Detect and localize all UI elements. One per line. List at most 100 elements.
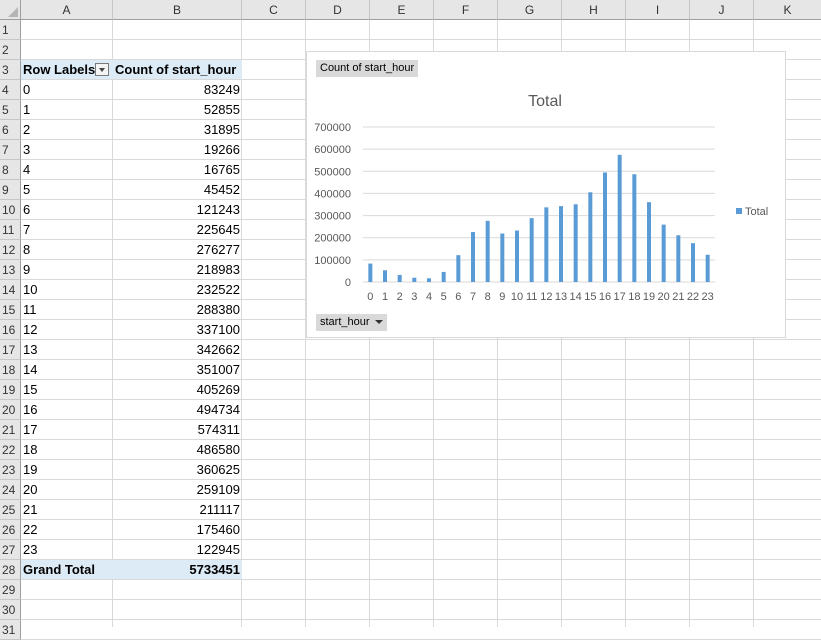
- column-header-i[interactable]: I: [626, 0, 690, 20]
- pivot-row-label[interactable]: 22: [23, 522, 38, 537]
- pivot-row-label[interactable]: 13: [23, 342, 38, 357]
- row-header-2[interactable]: 2: [0, 40, 21, 60]
- pivot-row-label[interactable]: 2: [23, 122, 31, 137]
- pivot-chart[interactable]: Total 0 100000 200000 300000 400000 500000 6000…: [306, 51, 786, 338]
- pivot-row-label[interactable]: 21: [23, 502, 38, 517]
- pivot-row-value[interactable]: 225645: [196, 222, 240, 237]
- pivot-row-label[interactable]: 1: [23, 102, 31, 117]
- pivot-row-label[interactable]: 12: [23, 322, 38, 337]
- pivot-row-value[interactable]: 211117: [199, 502, 241, 517]
- row-header-18[interactable]: 18: [0, 360, 21, 380]
- pivot-row-label[interactable]: 5: [23, 182, 31, 197]
- row-header-8[interactable]: 8: [0, 160, 21, 180]
- column-header-h[interactable]: H: [562, 0, 626, 20]
- grand-total-label[interactable]: Grand Total: [23, 562, 95, 577]
- column-header-d[interactable]: D: [306, 0, 370, 20]
- pivot-row-value[interactable]: 342662: [196, 342, 240, 357]
- pivot-row-value[interactable]: 494734: [196, 402, 240, 417]
- column-header-e[interactable]: E: [370, 0, 434, 20]
- pivot-row-value[interactable]: 83249: [203, 82, 240, 97]
- row-header-5[interactable]: 5: [0, 100, 21, 120]
- pivot-row-label[interactable]: 3: [23, 142, 31, 157]
- pivot-row-label[interactable]: 4: [23, 162, 31, 177]
- row-header-6[interactable]: 6: [0, 120, 21, 140]
- row-header-11[interactable]: 11: [0, 220, 21, 240]
- bar-5: [441, 271, 446, 282]
- row-header-12[interactable]: 12: [0, 240, 21, 260]
- pivot-row-value[interactable]: 337100: [196, 322, 240, 337]
- column-header-g[interactable]: G: [498, 0, 562, 20]
- select-all-corner[interactable]: [0, 0, 21, 20]
- pivot-row-value[interactable]: 574311: [197, 422, 240, 437]
- row-header-19[interactable]: 19: [0, 380, 21, 400]
- pivot-row-label[interactable]: 8: [23, 242, 31, 257]
- row-header-17[interactable]: 17: [0, 340, 21, 360]
- pivot-row-value[interactable]: 16765: [203, 162, 240, 177]
- pivot-row-value[interactable]: 121243: [196, 202, 240, 217]
- row-labels-filter-button[interactable]: [95, 63, 109, 76]
- row-header-16[interactable]: 16: [0, 320, 21, 340]
- pivot-row-label[interactable]: 10: [23, 282, 38, 297]
- pivot-row-value[interactable]: 351007: [196, 362, 240, 377]
- pivot-row-value[interactable]: 52855: [203, 102, 240, 117]
- column-header-b[interactable]: B: [113, 0, 242, 20]
- axis-field-button[interactable]: start_hour: [316, 314, 387, 331]
- row-header-26[interactable]: 26: [0, 520, 21, 540]
- row-header-28[interactable]: 28: [0, 560, 21, 580]
- pivot-row-value[interactable]: 19266: [203, 142, 240, 157]
- row-header-22[interactable]: 22: [0, 440, 21, 460]
- pivot-row-value[interactable]: 45452: [203, 182, 240, 197]
- pivot-row-label[interactable]: 9: [23, 262, 31, 277]
- row-header-15[interactable]: 15: [0, 300, 21, 320]
- column-header-j[interactable]: J: [690, 0, 754, 20]
- row-header-31[interactable]: 31: [0, 620, 21, 640]
- row-header-21[interactable]: 21: [0, 420, 21, 440]
- pivot-row-label[interactable]: 18: [23, 442, 38, 457]
- row-header-30[interactable]: 30: [0, 600, 21, 620]
- pivot-row-label[interactable]: 15: [23, 382, 38, 397]
- pivot-row-value[interactable]: 122945: [196, 542, 240, 557]
- pivot-row-value[interactable]: 486580: [196, 442, 240, 457]
- row-header-27[interactable]: 27: [0, 540, 21, 560]
- pivot-row-label[interactable]: 23: [23, 542, 38, 557]
- pivot-row-label[interactable]: 11: [23, 302, 37, 317]
- pivot-row-value[interactable]: 259109: [196, 482, 240, 497]
- row-header-1[interactable]: 1: [0, 20, 21, 40]
- row-header-13[interactable]: 13: [0, 260, 21, 280]
- column-header-f[interactable]: F: [434, 0, 498, 20]
- row-header-23[interactable]: 23: [0, 460, 21, 480]
- row-header-20[interactable]: 20: [0, 400, 21, 420]
- pivot-row-value[interactable]: 288380: [196, 302, 240, 317]
- pivot-row-value[interactable]: 31895: [203, 122, 240, 137]
- pivot-row-label[interactable]: 17: [23, 422, 38, 437]
- row-header-7[interactable]: 7: [0, 140, 21, 160]
- pivot-row-value[interactable]: 276277: [196, 242, 240, 257]
- pivot-row-labels-header[interactable]: Row Labels: [23, 62, 96, 77]
- pivot-row-label[interactable]: 0: [23, 82, 31, 97]
- pivot-row-label[interactable]: 19: [23, 462, 38, 477]
- row-header-4[interactable]: 4: [0, 80, 21, 100]
- values-field-button[interactable]: Count of start_hour: [316, 60, 419, 77]
- column-header-c[interactable]: C: [242, 0, 306, 20]
- pivot-row-label[interactable]: 20: [23, 482, 38, 497]
- row-header-25[interactable]: 25: [0, 500, 21, 520]
- pivot-row-label[interactable]: 7: [23, 222, 31, 237]
- pivot-row-label[interactable]: 6: [23, 202, 31, 217]
- row-header-3[interactable]: 3: [0, 60, 21, 80]
- row-header-10[interactable]: 10: [0, 200, 21, 220]
- pivot-row-value[interactable]: 360625: [196, 462, 240, 477]
- pivot-row-value[interactable]: 405269: [196, 382, 240, 397]
- pivot-row-label[interactable]: 14: [23, 362, 38, 377]
- pivot-row-label[interactable]: 16: [23, 402, 38, 417]
- column-header-k[interactable]: K: [754, 0, 821, 20]
- grand-total-value[interactable]: 5733451: [189, 562, 240, 577]
- row-header-14[interactable]: 14: [0, 280, 21, 300]
- pivot-value-header[interactable]: Count of start_hour: [115, 62, 237, 77]
- pivot-row-value[interactable]: 175460: [196, 522, 240, 537]
- pivot-row-value[interactable]: 218983: [196, 262, 240, 277]
- row-header-9[interactable]: 9: [0, 180, 21, 200]
- row-header-29[interactable]: 29: [0, 580, 21, 600]
- pivot-row-value[interactable]: 232522: [196, 282, 240, 297]
- row-header-24[interactable]: 24: [0, 480, 21, 500]
- column-header-a[interactable]: A: [21, 0, 113, 20]
